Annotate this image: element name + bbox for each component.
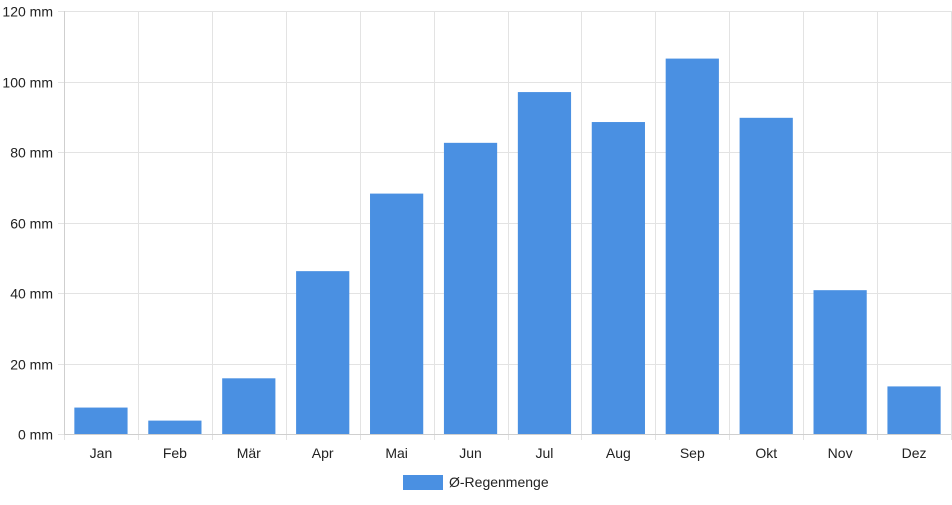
x-tick-label: Aug — [606, 445, 631, 461]
bar-dez[interactable] — [887, 386, 941, 434]
y-tick-label: 100 mm — [2, 75, 53, 91]
x-tick-label: Sep — [680, 445, 705, 461]
x-tick-label: Jul — [536, 445, 554, 461]
axis-layer: 0 mm 20 mm 40 mm 60 mm 80 mm 100 mm 120 mm Jan F… — [2, 4, 951, 461]
grid-layer — [58, 11, 952, 440]
legend-label[interactable]: Ø-Regenmenge — [449, 474, 549, 490]
bar-nov[interactable] — [813, 290, 867, 434]
y-tick-label: 120 mm — [2, 4, 53, 20]
bar-mär[interactable] — [222, 378, 276, 434]
y-tick-label: 60 mm — [10, 216, 53, 232]
bar-jun[interactable] — [443, 142, 498, 434]
x-tick-label: Jan — [90, 445, 113, 461]
bar-mai[interactable] — [370, 193, 424, 434]
x-tick-label: Apr — [312, 445, 334, 461]
y-tick-label: 0 mm — [18, 427, 53, 443]
x-tick-label: Okt — [755, 445, 777, 461]
y-tick-label: 40 mm — [10, 286, 53, 302]
x-tick-label: Jun — [459, 445, 482, 461]
bars-layer — [74, 58, 941, 435]
y-tick-label: 20 mm — [10, 357, 53, 373]
bar-feb[interactable] — [148, 420, 202, 434]
legend[interactable]: Ø-Regenmenge — [403, 474, 549, 490]
bar-sep[interactable] — [665, 58, 719, 435]
bar-jan[interactable] — [74, 407, 128, 434]
x-tick-label: Feb — [163, 445, 187, 461]
legend-swatch[interactable] — [403, 475, 443, 490]
x-tick-label: Mai — [385, 445, 408, 461]
bar-apr[interactable] — [296, 271, 350, 434]
x-tick-label: Nov — [828, 445, 853, 461]
bar-jul[interactable] — [517, 92, 572, 434]
x-tick-label: Dez — [902, 445, 927, 461]
bar-aug[interactable] — [591, 122, 645, 434]
y-tick-label: 80 mm — [10, 145, 53, 161]
x-tick-label: Mär — [237, 445, 261, 461]
bar-okt[interactable] — [739, 117, 793, 435]
